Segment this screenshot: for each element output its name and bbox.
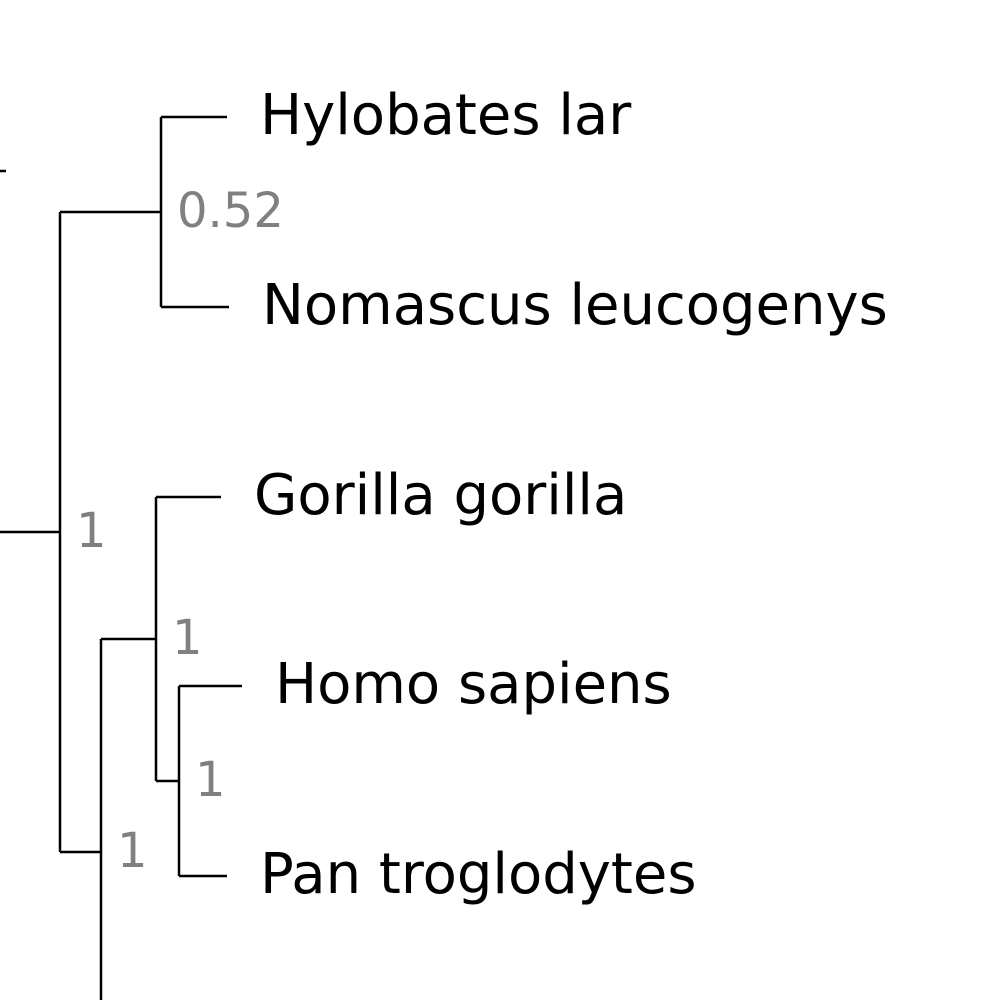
tip-label-nomascus: Nomascus leucogenys: [262, 273, 888, 338]
support-value-hominines: 1: [172, 610, 203, 666]
tip-label-gorilla: Gorilla gorilla: [254, 463, 627, 528]
support-value-gibbons: 0.52: [177, 183, 284, 239]
tip-label-homo: Homo sapiens: [275, 652, 672, 717]
tip-labels: Hylobates lar Nomascus leucogenys Gorill…: [254, 83, 888, 907]
support-value-hominini: 1: [195, 752, 226, 808]
support-value-outer: 1: [117, 823, 148, 879]
support-value-root: 1: [76, 503, 107, 559]
tip-label-hylobates: Hylobates lar: [260, 83, 632, 148]
tip-label-pan: Pan troglodytes: [260, 842, 697, 907]
